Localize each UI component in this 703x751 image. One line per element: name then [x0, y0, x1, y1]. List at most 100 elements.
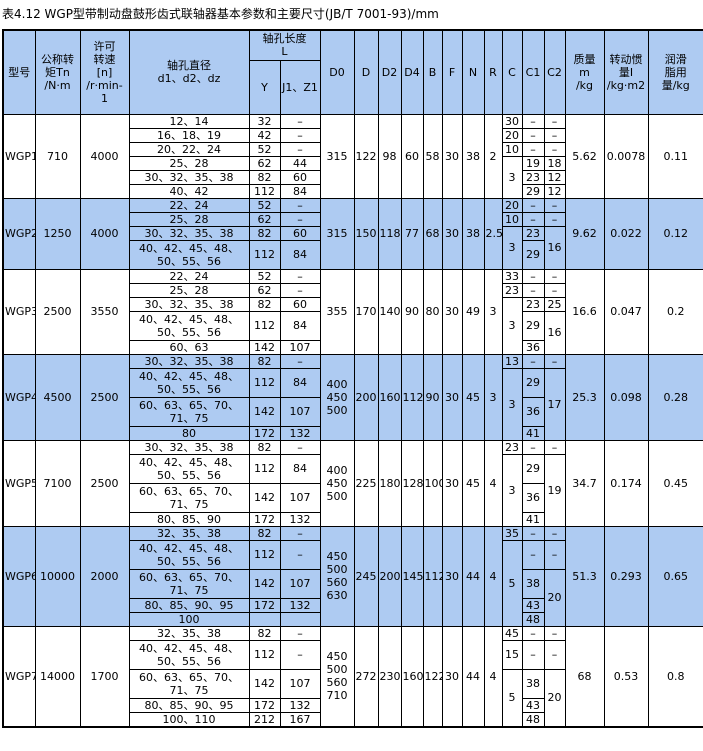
cell-c1: 36	[521, 482, 545, 513]
cell-d0: 355	[319, 268, 355, 355]
cell-length-j1z1: –	[279, 141, 321, 157]
cell-d4: 60	[400, 113, 424, 199]
cell-c: 13	[501, 353, 523, 369]
cell-d2: 140	[377, 268, 402, 355]
cell-mass: 34.7	[564, 439, 605, 527]
cell-c: 23	[501, 282, 523, 298]
cell-c1: 23	[521, 225, 545, 241]
cell-c2: 12	[543, 169, 566, 185]
cell-c: 3	[501, 296, 523, 355]
cell-c1: –	[521, 211, 545, 227]
cell-length-y: 42	[248, 127, 281, 143]
cell-length-j1z1: –	[279, 539, 321, 570]
cell-mass: 9.62	[564, 197, 605, 270]
cell-length-y: 142	[248, 396, 281, 427]
cell-c2: –	[543, 141, 566, 157]
cell-length-j1z1: 84	[279, 310, 321, 341]
cell-r: 2	[483, 113, 503, 199]
cell-length-j1z1: –	[279, 625, 321, 641]
cell-d0: 450 500 560 630	[319, 525, 355, 627]
col-header-d0: D0	[319, 29, 355, 115]
cell-c1: 29	[521, 367, 545, 398]
cell-model: WGP4	[2, 353, 36, 441]
cell-length-j1z1: –	[279, 211, 321, 227]
cell-d: 245	[353, 525, 379, 627]
cell-length-y: 82	[248, 439, 281, 455]
col-header-j1z1: J1、Z1	[279, 59, 321, 115]
cell-c1: 41	[521, 511, 545, 527]
cell-d0: 315	[319, 197, 355, 270]
cell-f: 30	[441, 625, 463, 727]
col-header-y: Y	[248, 59, 281, 115]
cell-length-y: 172	[248, 425, 281, 441]
cell-length-y: 112	[248, 367, 281, 398]
cell-b: 112	[422, 525, 443, 627]
col-header-bore-diameter: 轴孔直径 d1、d2、dz	[128, 29, 250, 115]
cell-c2: –	[543, 211, 566, 227]
col-header-d2: D2	[377, 29, 402, 115]
table-row: WGP2 1250 4000 22、24 52–315 150 118 77 68 30 38 2.5…	[2, 197, 703, 270]
cell-bore-diameters: 60、63	[128, 339, 250, 355]
col-header-grease: 润滑 脂用 量/kg	[647, 29, 703, 115]
cell-f: 30	[441, 197, 463, 270]
cell-c1: 29	[521, 453, 545, 484]
cell-length-y: 62	[248, 282, 281, 298]
cell-d4: 112	[400, 353, 424, 441]
cell-f: 30	[441, 113, 463, 199]
cell-grease: 0.2	[647, 268, 703, 355]
cell-c1: 23	[521, 296, 545, 312]
cell-bore-diameters: 30、32、35、38	[128, 169, 250, 185]
cell-c1: –	[521, 197, 545, 213]
col-header-n: N	[461, 29, 485, 115]
cell-model: WGP1	[2, 113, 36, 199]
cell-length-y: 52	[248, 141, 281, 157]
cell-c: 5	[501, 539, 523, 627]
cell-d2: 160	[377, 353, 402, 441]
cell-b: 90	[422, 353, 443, 441]
cell-length-j1z1: –	[279, 127, 321, 143]
cell-length-j1z1: 60	[279, 169, 321, 185]
cell-c2: 20	[543, 568, 566, 627]
cell-length-j1z1: 107	[279, 482, 321, 513]
cell-length-y: 112	[248, 239, 281, 270]
col-header-mass: 质量 m /kg	[564, 29, 605, 115]
cell-c2: 18	[543, 155, 566, 171]
cell-length-j1z1	[279, 611, 321, 627]
cell-torque: 10000	[34, 525, 81, 627]
cell-d0: 315	[319, 113, 355, 199]
cell-length-y: 82	[248, 353, 281, 369]
cell-bore-diameters: 25、28	[128, 211, 250, 227]
cell-c1: 48	[521, 711, 545, 727]
cell-c2: –	[543, 197, 566, 213]
cell-c1: –	[521, 127, 545, 143]
cell-c1: 43	[521, 597, 545, 613]
cell-c: 23	[501, 439, 523, 455]
cell-torque: 2500	[34, 268, 81, 355]
table-row: WGP3 2500 3550 22、24 52–355 170 140 90 80 30 49 3 33…	[2, 268, 703, 355]
col-header-torque: 公称转 矩Tn /N·m	[34, 29, 81, 115]
cell-c: 33	[501, 268, 523, 284]
cell-d2: 180	[377, 439, 402, 527]
col-header-model: 型号	[2, 29, 36, 115]
cell-bore-diameters: 25、28	[128, 155, 250, 171]
cell-c1: 38	[521, 668, 545, 699]
cell-length-y: 82	[248, 525, 281, 541]
cell-bore-diameters: 40、42、45、48、 50、55、56	[128, 453, 250, 484]
cell-length-y: 172	[248, 597, 281, 613]
cell-c: 35	[501, 525, 523, 541]
cell-length-y: 142	[248, 339, 281, 355]
cell-n: 49	[461, 268, 485, 355]
cell-d4: 128	[400, 439, 424, 527]
table-header: 型号 公称转 矩Tn /N·m 许可 转速 [n] /r·min- 1 轴孔直径…	[2, 29, 703, 115]
cell-inertia: 0.047	[603, 268, 649, 355]
cell-mass: 16.6	[564, 268, 605, 355]
cell-bore-diameters: 80、85、90	[128, 511, 250, 527]
cell-speed: 4000	[79, 113, 130, 199]
cell-b: 68	[422, 197, 443, 270]
cell-length-j1z1: 132	[279, 511, 321, 527]
cell-n: 44	[461, 525, 485, 627]
cell-bore-diameters: 40、42、45、48、 50、55、56	[128, 239, 250, 270]
cell-b: 100	[422, 439, 443, 527]
cell-torque: 1250	[34, 197, 81, 270]
col-header-d: D	[353, 29, 379, 115]
